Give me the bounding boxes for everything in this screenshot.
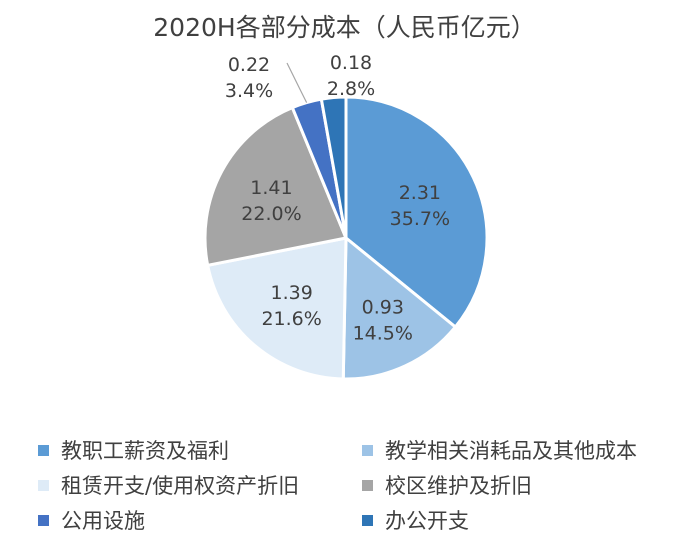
legend-swatch-3 <box>38 479 49 491</box>
slice-value-label-6: 0.18 <box>330 52 372 74</box>
pie-slice-2 <box>341 234 458 381</box>
legend-swatch-4 <box>362 479 373 491</box>
slice-value-label-2: 0.93 <box>362 296 404 318</box>
legend-swatch-6 <box>362 514 373 526</box>
pie-slice-1 <box>344 95 489 330</box>
slice-percent-label-6: 2.8% <box>327 78 375 100</box>
legend-swatch-5 <box>38 514 49 526</box>
pie-slice-6 <box>319 95 348 239</box>
pie-chart: 2.31 35.7% 0.93 14.5% 1.39 21.6% 1.41 22.0% 0.22… <box>203 52 489 381</box>
legend-label-6: 办公开支 <box>385 509 469 533</box>
slice-value-label-3: 1.39 <box>270 282 312 304</box>
slice-value-label-1: 2.31 <box>399 182 441 204</box>
slice-percent-label-1: 35.7% <box>390 208 450 230</box>
legend-label-4: 校区维护及折旧 <box>385 474 532 498</box>
slice-value-label-5: 0.22 <box>228 54 270 76</box>
slice-percent-label-4: 22.0% <box>241 203 301 225</box>
legend-label-2: 教学相关消耗品及其他成本 <box>385 439 637 463</box>
legend: 教职工薪资及福利 教学相关消耗品及其他成本租赁开支/使用权资产折旧 校区维护及折旧公… <box>0 430 689 550</box>
legend-swatch-2 <box>362 444 373 456</box>
chart-title: 2020H各部分成本（人民币亿元） <box>153 13 536 42</box>
leader-line-5 <box>286 62 308 103</box>
legend-label-3: 租赁开支/使用权资产折旧 <box>61 474 300 498</box>
slice-percent-label-2: 14.5% <box>353 322 413 344</box>
legend-swatch-1 <box>38 444 49 456</box>
legend-item-4: 校区维护及折旧 <box>362 470 532 500</box>
legend-item-1: 教职工薪资及福利 <box>38 435 229 465</box>
legend-item-3: 租赁开支/使用权资产折旧 <box>38 470 299 500</box>
pie-slice-4 <box>203 105 349 268</box>
legend-label-5: 公用设施 <box>61 509 145 533</box>
legend-item-6: 办公开支 <box>362 505 469 535</box>
legend-item-2: 教学相关消耗品及其他成本 <box>362 435 637 465</box>
slice-percent-label-3: 21.6% <box>261 308 321 330</box>
pie-slice-3 <box>205 236 348 381</box>
slice-value-label-4: 1.41 <box>250 177 292 199</box>
legend-label-1: 教职工薪资及福利 <box>61 439 229 463</box>
legend-item-5: 公用设施 <box>38 505 145 535</box>
slice-percent-label-5: 3.4% <box>225 80 273 102</box>
